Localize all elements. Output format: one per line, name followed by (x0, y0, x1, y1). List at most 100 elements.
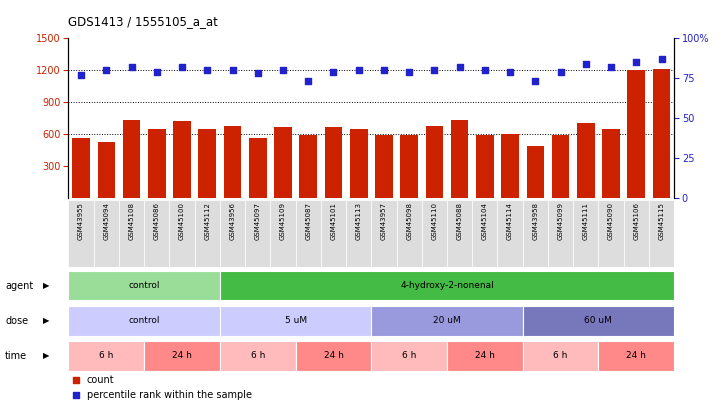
Bar (123, 120, 141, 198)
Text: GSM45104: GSM45104 (482, 202, 488, 240)
Bar (523, 306, 674, 336)
Bar (148, 129, 166, 198)
Text: GSM45110: GSM45110 (431, 202, 438, 240)
Bar (523, 341, 598, 371)
Bar (346, 200, 371, 267)
Bar (224, 126, 242, 198)
Point (202, 67, 213, 73)
Point (277, 67, 288, 73)
Text: GSM43956: GSM43956 (229, 202, 236, 240)
Bar (472, 200, 497, 267)
Text: percentile rank within the sample: percentile rank within the sample (87, 390, 252, 401)
Text: ▶: ▶ (43, 352, 50, 360)
Point (479, 67, 490, 73)
Text: dose: dose (5, 316, 28, 326)
Bar (195, 200, 220, 267)
Text: GSM45087: GSM45087 (305, 202, 311, 240)
Point (126, 64, 138, 70)
Point (454, 64, 466, 70)
Bar (627, 70, 645, 198)
Point (151, 68, 163, 75)
Point (70, 377, 81, 384)
Bar (523, 200, 548, 267)
Bar (220, 271, 674, 301)
Point (76, 72, 87, 78)
Bar (68, 306, 220, 336)
Text: GSM45112: GSM45112 (204, 202, 211, 240)
Bar (371, 341, 447, 371)
Bar (173, 121, 191, 198)
Text: GSM45108: GSM45108 (128, 202, 135, 240)
Point (327, 68, 339, 75)
Text: GSM45114: GSM45114 (507, 202, 513, 240)
Bar (144, 341, 220, 371)
Text: 24 h: 24 h (324, 352, 343, 360)
Bar (447, 341, 523, 371)
Text: 5 uM: 5 uM (285, 316, 306, 325)
Text: GDS1413 / 1555105_a_at: GDS1413 / 1555105_a_at (68, 15, 218, 28)
Point (303, 78, 314, 85)
Bar (94, 200, 119, 267)
Bar (425, 126, 443, 198)
Bar (653, 69, 671, 198)
Point (101, 67, 112, 73)
Bar (220, 341, 296, 371)
Text: 6 h: 6 h (99, 352, 113, 360)
Text: count: count (87, 375, 115, 385)
Text: GSM45086: GSM45086 (154, 202, 160, 240)
Bar (552, 135, 570, 198)
Bar (144, 200, 169, 267)
Bar (371, 200, 397, 267)
Bar (598, 200, 624, 267)
Point (70, 392, 81, 399)
Text: 24 h: 24 h (627, 352, 646, 360)
Bar (324, 127, 342, 198)
Bar (602, 129, 620, 198)
Text: GSM45100: GSM45100 (179, 202, 185, 240)
Text: 4-hydroxy-2-nonenal: 4-hydroxy-2-nonenal (400, 281, 494, 290)
Text: 6 h: 6 h (554, 352, 567, 360)
Text: GSM43955: GSM43955 (78, 202, 84, 240)
Point (655, 55, 667, 62)
Bar (649, 200, 674, 267)
Text: GSM45099: GSM45099 (557, 202, 564, 240)
Bar (220, 200, 245, 267)
Bar (299, 135, 317, 198)
Text: 24 h: 24 h (475, 352, 495, 360)
Text: 6 h: 6 h (402, 352, 416, 360)
Bar (577, 124, 595, 198)
Bar (97, 141, 115, 198)
Text: GSM45113: GSM45113 (355, 202, 362, 240)
Point (378, 67, 389, 73)
Bar (296, 200, 321, 267)
Text: time: time (5, 351, 27, 361)
Text: ▶: ▶ (43, 281, 50, 290)
Point (555, 68, 567, 75)
Point (176, 64, 187, 70)
Bar (476, 135, 494, 198)
Bar (321, 200, 346, 267)
Point (580, 60, 591, 67)
Text: agent: agent (5, 281, 33, 290)
Text: GSM45097: GSM45097 (255, 202, 261, 240)
Text: 6 h: 6 h (251, 352, 265, 360)
Text: control: control (128, 281, 160, 290)
Text: ▶: ▶ (43, 316, 50, 325)
Point (529, 78, 541, 85)
Bar (296, 341, 371, 371)
Bar (497, 200, 523, 267)
Text: GSM45094: GSM45094 (103, 202, 110, 240)
Text: GSM45109: GSM45109 (280, 202, 286, 240)
Bar (447, 200, 472, 267)
Text: 24 h: 24 h (172, 352, 192, 360)
Text: GSM43957: GSM43957 (381, 202, 387, 240)
Text: GSM45090: GSM45090 (608, 202, 614, 240)
Bar (270, 200, 296, 267)
Bar (526, 146, 544, 198)
Text: GSM43958: GSM43958 (532, 202, 539, 240)
Point (630, 59, 642, 65)
Point (404, 68, 415, 75)
Bar (245, 200, 270, 267)
Bar (274, 127, 292, 198)
Bar (548, 200, 573, 267)
